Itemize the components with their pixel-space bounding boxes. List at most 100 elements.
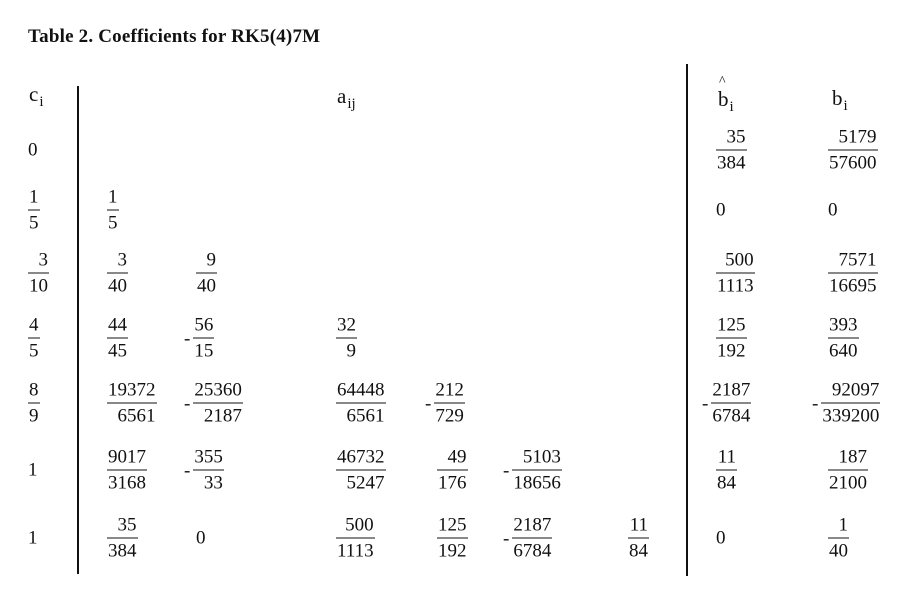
denominator: 176 xyxy=(438,472,467,494)
numerator: 4 xyxy=(28,316,40,339)
minus-sign: - xyxy=(184,393,191,415)
denominator: 40 xyxy=(829,540,848,562)
a-value: 35 384 xyxy=(107,516,138,561)
numerator: 1 xyxy=(828,516,849,539)
bhat-value: 0 xyxy=(716,201,726,220)
fraction: 19372 6561 xyxy=(107,381,157,426)
header-a-symbol: a xyxy=(337,84,347,108)
numerator: 5179 xyxy=(828,128,878,151)
denominator: 9 xyxy=(29,405,39,427)
fraction: 9017 3168 xyxy=(107,448,147,493)
bhat-value: 125 192 xyxy=(716,316,747,361)
numerator: 1 xyxy=(28,188,40,211)
denominator: 729 xyxy=(435,405,464,427)
denominator: 5247 xyxy=(346,472,385,494)
numerator: 3 xyxy=(107,251,128,274)
value-text: 0 xyxy=(828,199,838,221)
denominator: 84 xyxy=(629,540,648,562)
b-value: 187 2100 xyxy=(828,448,868,493)
denominator: 18656 xyxy=(513,472,561,494)
fraction: 11 84 xyxy=(628,516,649,561)
divider-left xyxy=(77,86,79,574)
denominator: 2187 xyxy=(203,405,242,427)
divider-right xyxy=(686,64,688,576)
minus-sign: - xyxy=(184,460,191,482)
numerator: 9017 xyxy=(107,448,147,471)
fraction: 3 40 xyxy=(107,251,128,296)
denominator: 33 xyxy=(203,472,223,494)
b-value: 1 40 xyxy=(828,516,849,561)
numerator: 187 xyxy=(828,448,868,471)
denominator: 16695 xyxy=(829,275,877,297)
denominator: 3168 xyxy=(108,472,146,494)
header-a-subscript: ij xyxy=(347,96,356,112)
a-value: 49 176 xyxy=(437,448,468,493)
numerator: 7571 xyxy=(828,251,878,274)
fraction: 125 192 xyxy=(437,516,468,561)
denominator: 384 xyxy=(717,152,746,174)
numerator: 3 xyxy=(28,251,49,274)
numerator: 500 xyxy=(716,251,755,274)
numerator: 35 xyxy=(716,128,747,151)
fraction: 212 729 xyxy=(434,381,465,426)
header-bhat-symbol: b xyxy=(718,87,729,111)
fraction: 7571 16695 xyxy=(828,251,878,296)
header-bhat-subscript: i xyxy=(729,99,734,115)
numerator: 9 xyxy=(196,251,217,274)
denominator: 40 xyxy=(197,275,216,297)
fraction: 49 176 xyxy=(437,448,468,493)
a-value: 46732 5247 xyxy=(336,448,386,493)
fraction: 64448 6561 xyxy=(336,381,386,426)
denominator: 6561 xyxy=(346,405,385,427)
b-value: 7571 16695 xyxy=(828,251,878,296)
value-text: 0 xyxy=(716,527,726,549)
header-b-subscript: i xyxy=(843,98,848,114)
header-b: bi xyxy=(832,88,848,114)
bhat-value: 500 1113 xyxy=(716,251,755,296)
fraction: 35 384 xyxy=(107,516,138,561)
minus-sign: - xyxy=(503,528,510,550)
a-value: -25360 2187 xyxy=(184,381,243,426)
numerator: 1 xyxy=(107,188,119,211)
denominator: 5 xyxy=(108,212,118,234)
b-value: 393 640 xyxy=(828,316,859,361)
fraction: 32 9 xyxy=(336,316,357,361)
numerator: 11 xyxy=(716,448,737,471)
numerator: 2187 xyxy=(711,381,752,404)
numerator: 49 xyxy=(437,448,468,471)
denominator: 5 xyxy=(29,212,39,234)
numerator: 46732 xyxy=(336,448,386,471)
b-value: -92097 339200 xyxy=(812,381,881,427)
b-value: 0 xyxy=(828,201,838,220)
numerator: 393 xyxy=(828,316,859,339)
fraction: 393 640 xyxy=(828,316,859,361)
denominator: 45 xyxy=(108,340,127,362)
c-value: 1 xyxy=(28,461,38,480)
minus-sign: - xyxy=(812,393,819,415)
table-caption: Table 2. Coefficients for RK5(4)7M xyxy=(28,26,321,47)
fraction: 5179 57600 xyxy=(828,128,878,173)
numerator: 35 xyxy=(107,516,138,539)
fraction: 92097 339200 xyxy=(821,381,881,427)
value-text: 0 xyxy=(196,527,206,549)
a-value: 9 40 xyxy=(196,251,217,296)
numerator: 500 xyxy=(336,516,375,539)
denominator: 1113 xyxy=(717,275,754,297)
fraction: 44 45 xyxy=(107,316,128,361)
a-value: 0 xyxy=(196,529,206,548)
numerator: 125 xyxy=(437,516,468,539)
fraction: 25360 2187 xyxy=(193,381,243,426)
denominator: 6784 xyxy=(712,405,751,427)
denominator: 339200 xyxy=(822,405,880,427)
value-text: 0 xyxy=(28,139,38,161)
fraction: 35 384 xyxy=(716,128,747,173)
value-text: 1 xyxy=(28,459,38,481)
a-value: -212 729 xyxy=(425,381,465,426)
bhat-value: 11 84 xyxy=(716,448,737,493)
numerator: 56 xyxy=(193,316,215,339)
